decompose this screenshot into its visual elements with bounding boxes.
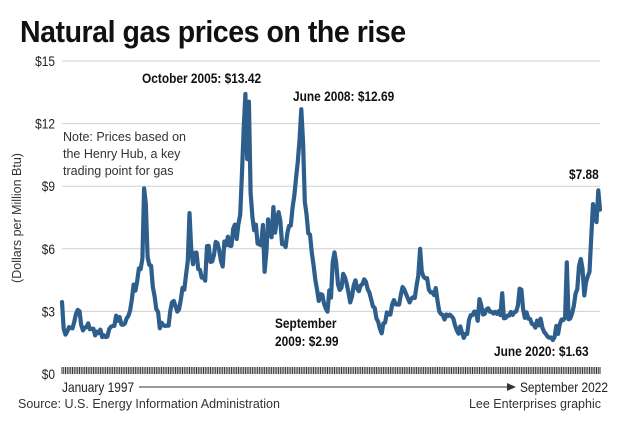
note-line: Note: Prices based on: [63, 130, 186, 144]
y-tick-label: $6: [42, 241, 55, 257]
chart-title: Natural gas prices on the rise: [20, 14, 406, 49]
x-start-label: January 1997: [62, 379, 135, 395]
x-end-label: September 2022: [520, 379, 609, 395]
annotation-sep-2009-line2: 2009: $2.99: [275, 333, 339, 349]
note-line: trading point for gas: [63, 164, 174, 178]
y-tick-label: $3: [42, 303, 55, 319]
y-axis-label: (Dollars per Million Btu): [10, 153, 24, 283]
note-line: the Henry Hub, a key: [63, 147, 181, 161]
y-tick-labels: $0 $3 $6 $9 $12 $15: [35, 53, 55, 382]
credit-text: Lee Enterprises graphic: [468, 397, 601, 411]
annotation-jun-2008: June 2008: $12.69: [293, 88, 395, 104]
y-tick-label: $0: [42, 366, 55, 382]
annotation-oct-2005: October 2005: $13.42: [142, 70, 262, 86]
y-tick-label: $15: [35, 53, 55, 69]
y-tick-label: $12: [35, 116, 55, 132]
annotation-sep-2009-line1: September: [275, 315, 337, 331]
x-month-ticks: [61, 367, 601, 374]
annotation-jun-2020: June 2020: $1.63: [494, 343, 589, 359]
y-tick-label: $9: [42, 178, 55, 194]
source-text: Source: U.S. Energy Information Administ…: [18, 397, 280, 411]
price-series-line: [59, 91, 603, 343]
chart-note: Note: Prices based on the Henry Hub, a k…: [63, 129, 186, 180]
arrow-head-icon: [507, 383, 516, 391]
annotation-latest: $7.88: [569, 166, 599, 182]
